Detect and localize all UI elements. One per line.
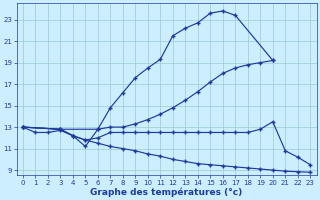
X-axis label: Graphe des températures (°c): Graphe des températures (°c) xyxy=(91,187,243,197)
